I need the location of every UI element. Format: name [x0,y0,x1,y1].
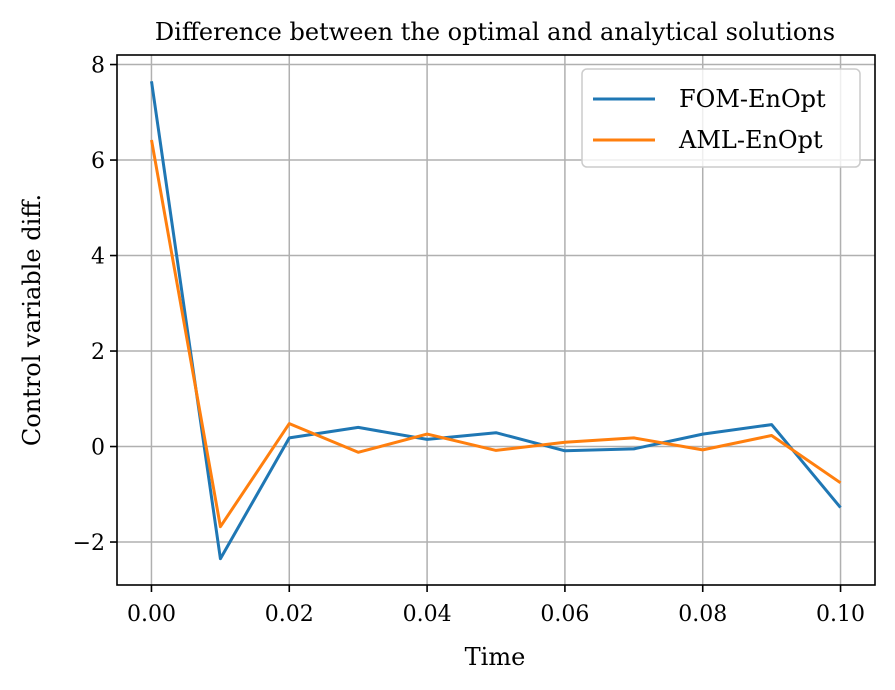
x-tick-label: 0.08 [678,602,727,627]
legend: FOM-EnOpt AML-EnOpt [581,68,861,168]
x-tick-label: 0.02 [265,602,314,627]
x-tick-label: 0.06 [540,602,589,627]
x-axis-ticks: 0.00 0.02 0.04 0.06 0.08 0.10 [127,585,865,627]
y-axis-label: Control variable diff. [18,194,46,446]
plot-area-frame [116,54,876,586]
x-tick-label: 0.00 [127,602,176,627]
series-line-aml-enopt [150,139,842,529]
y-tick-label: −2 [73,531,105,556]
y-tick-label: 0 [91,436,105,461]
y-tick-label: 6 [91,149,105,174]
x-axis-label: Time [465,643,526,671]
y-axis-ticks: −2 0 2 4 6 8 [73,54,117,556]
series-line-fom-enopt [150,81,842,561]
legend-label-fom-enopt: FOM-EnOpt [679,85,826,113]
chart-title: Difference between the optimal and analy… [155,18,835,46]
x-tick-label: 0.10 [816,602,865,627]
legend-box [581,68,861,168]
x-tick-label: 0.04 [403,602,452,627]
legend-label-aml-enopt: AML-EnOpt [678,126,823,154]
y-tick-label: 4 [91,245,105,270]
series-layer [150,81,842,561]
y-tick-label: 8 [91,54,105,79]
y-tick-label: 2 [91,340,105,365]
